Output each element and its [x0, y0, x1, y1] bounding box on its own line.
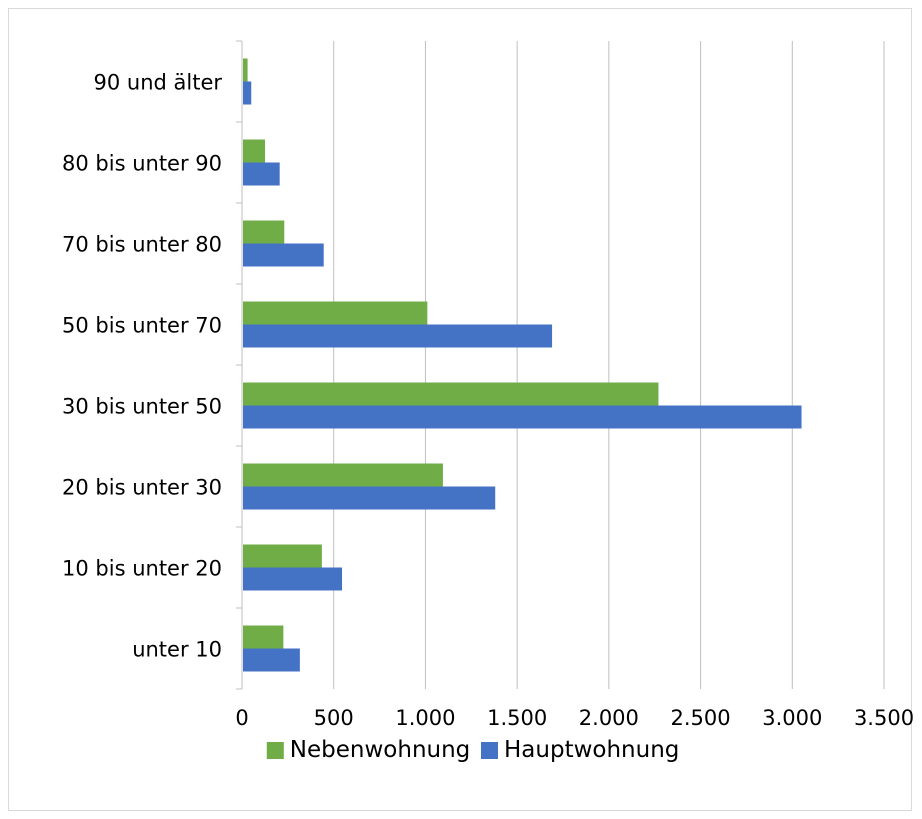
x-tick-label: 3.500	[854, 706, 913, 730]
bar-hauptwohnung-20-bis-unter-30	[243, 486, 496, 510]
x-tick-label: 500	[314, 706, 354, 730]
category-label: unter 10	[132, 638, 222, 662]
legend-swatch-nebenwohnung	[266, 742, 284, 759]
x-tick-label: 2.000	[579, 706, 639, 730]
bar-hauptwohnung-70-bis-unter-80	[243, 243, 324, 267]
bar-hauptwohnung-90-und-älter	[243, 81, 252, 105]
bar-hauptwohnung-unter-10	[243, 648, 300, 672]
legend: Nebenwohnung Hauptwohnung	[266, 737, 679, 763]
bar-chart: unter 10 10 bis unter 20 20 bis unter 30 30…	[62, 40, 913, 763]
category-label: 70 bis unter 80	[62, 233, 222, 257]
legend-label-hauptwohnung: Hauptwohnung	[504, 737, 679, 763]
bar-nebenwohnung-90-und-älter	[243, 58, 248, 82]
x-tick-label: 0	[235, 706, 248, 730]
bar-hauptwohnung-10-bis-unter-20	[243, 567, 343, 591]
bar-nebenwohnung-70-bis-unter-80	[243, 220, 285, 244]
x-tick-label: 2.500	[671, 706, 731, 730]
category-label: 90 und älter	[93, 71, 222, 95]
bar-nebenwohnung-80-bis-unter-90	[243, 139, 266, 163]
x-tick-label: 1.500	[487, 706, 547, 730]
y-axis	[236, 40, 243, 690]
bar-nebenwohnung-20-bis-unter-30	[243, 463, 443, 487]
gridlines	[333, 41, 885, 689]
category-label: 10 bis unter 20	[62, 557, 222, 581]
legend-label-nebenwohnung: Nebenwohnung	[290, 737, 470, 763]
bar-nebenwohnung-30-bis-unter-50	[243, 382, 659, 406]
bar-nebenwohnung-unter-10	[243, 625, 284, 649]
category-label: 20 bis unter 30	[62, 476, 222, 500]
x-tick-label: 1.000	[395, 706, 455, 730]
category-label: 30 bis unter 50	[62, 395, 222, 419]
x-tick-label: 3.000	[762, 706, 822, 730]
legend-swatch-hauptwohnung	[481, 742, 498, 759]
bar-hauptwohnung-80-bis-unter-90	[243, 162, 280, 186]
category-label: 80 bis unter 90	[62, 152, 222, 176]
bar-nebenwohnung-10-bis-unter-20	[243, 544, 322, 568]
category-labels: unter 10 10 bis unter 20 20 bis unter 30 30…	[62, 71, 222, 662]
bar-nebenwohnung-50-bis-unter-70	[243, 301, 428, 325]
bar-hauptwohnung-30-bis-unter-50	[243, 405, 802, 429]
category-label: 50 bis unter 70	[62, 314, 222, 338]
x-tick-labels: 0 500 1.000 1.500 2.000 2.500 3.000 3.500	[235, 706, 913, 730]
chart-frame: unter 10 10 bis unter 20 20 bis unter 30 30…	[8, 8, 913, 811]
bars	[243, 58, 802, 672]
bar-hauptwohnung-50-bis-unter-70	[243, 324, 553, 348]
